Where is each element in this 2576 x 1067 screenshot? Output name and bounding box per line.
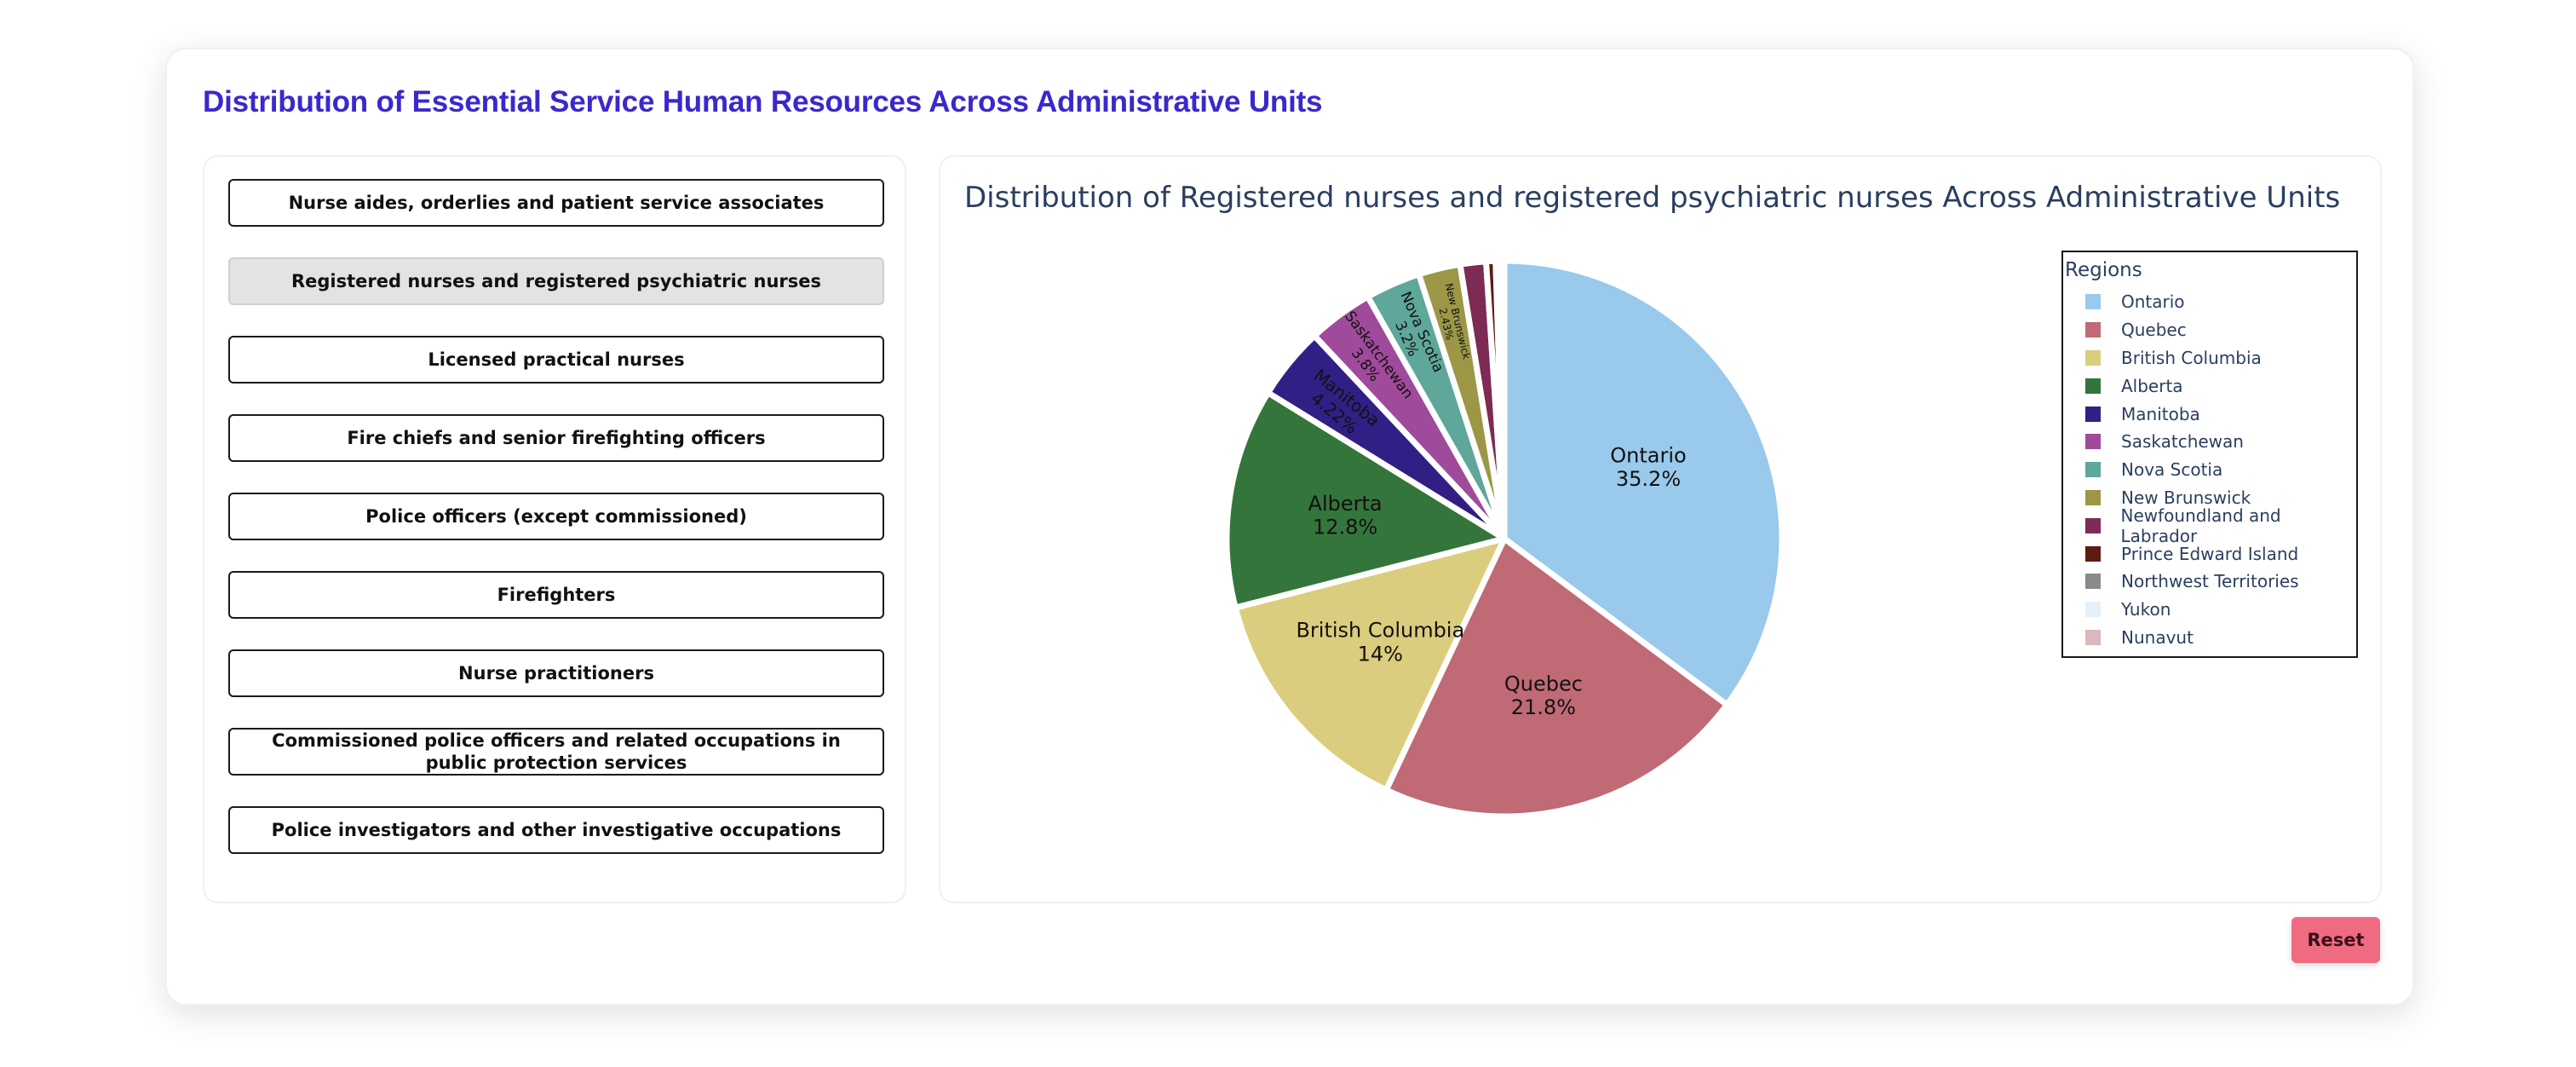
legend-label: Nunavut: [2121, 626, 2194, 648]
pie-slice-nunavut[interactable]: [1499, 257, 1508, 542]
legend-label: Alberta: [2121, 375, 2183, 396]
legend-swatch: [2085, 602, 2101, 618]
occupation-button-registered-nurses[interactable]: Registered nurses and registered psychia…: [228, 257, 884, 305]
legend-swatch: [2085, 378, 2101, 394]
legend-swatch: [2085, 434, 2101, 450]
legend-label: Saskatchewan: [2121, 431, 2244, 453]
slice-name-label: British Columbia: [1296, 619, 1464, 643]
slice-percent-label: 12.8%: [1313, 515, 1377, 539]
legend-label: Newfoundland and Labrador: [2120, 505, 2281, 546]
pie-slice-quebec[interactable]: [1383, 535, 1730, 820]
legend-swatch: [2085, 462, 2101, 478]
legend-label: Quebec: [2121, 320, 2187, 341]
legend-swatch: [2085, 574, 2101, 590]
occupation-selector-panel: Nurse aides, orderlies and patient servi…: [203, 155, 906, 903]
legend-swatch: [2085, 545, 2101, 562]
legend-item-yukon[interactable]: Yukon: [2085, 596, 2356, 624]
slice-percent-label: 14%: [1358, 642, 1403, 666]
legend-title: Regions: [2065, 259, 2142, 281]
legend-swatch: [2085, 406, 2101, 422]
legend-swatch: [2085, 294, 2101, 310]
legend-label: Ontario: [2121, 291, 2185, 313]
legend-swatch: [2085, 629, 2101, 645]
legend-label: Manitoba: [2121, 403, 2200, 424]
legend-item-quebec[interactable]: Quebec: [2085, 316, 2356, 344]
legend-label: Northwest Territories: [2121, 571, 2299, 592]
legend-swatch: [2085, 349, 2101, 366]
slice-name-label: Alberta: [1308, 492, 1383, 516]
slice-percent-label: 21.8%: [1511, 695, 1576, 719]
legend: Regions Ontario Quebec British Columbia Alb…: [2061, 251, 2358, 658]
slice-name-label: Quebec: [1504, 672, 1583, 696]
occupation-button-commissioned-police[interactable]: Commissioned police officers and related…: [228, 728, 884, 776]
legend-item-british-columbia[interactable]: British Columbia: [2085, 344, 2356, 372]
occupation-button-police-investigators[interactable]: Police investigators and other investiga…: [228, 806, 884, 854]
legend-label: Yukon: [2121, 599, 2171, 620]
occupation-button-fire-chiefs[interactable]: Fire chiefs and senior firefighting offi…: [228, 414, 884, 462]
reset-button[interactable]: Reset: [2291, 917, 2380, 963]
pie-slice-british-columbia[interactable]: [1232, 535, 1508, 793]
pie-slice-ontario[interactable]: [1501, 257, 1785, 708]
legend-label: British Columbia: [2121, 347, 2262, 368]
legend-item-saskatchewan[interactable]: Saskatchewan: [2085, 428, 2356, 456]
chart-title: Distribution of Registered nurses and re…: [964, 181, 2341, 215]
slice-name-label: Ontario: [1610, 443, 1686, 467]
legend-label: Prince Edward Island: [2121, 543, 2299, 564]
legend-item-manitoba[interactable]: Manitoba: [2085, 400, 2356, 428]
legend-list: Ontario Quebec British Columbia Alberta Mani…: [2085, 288, 2356, 651]
chart-panel: Ontario 35.2% Quebec 21.8% British Columbia 1…: [939, 155, 2382, 903]
legend-label: New Brunswick: [2121, 487, 2251, 508]
legend-item-new-brunswick[interactable]: New Brunswick: [2085, 484, 2356, 512]
legend-item-alberta[interactable]: Alberta: [2085, 372, 2356, 400]
legend-item-newfoundland-and-labrador[interactable]: Newfoundland and Labrador: [2085, 505, 2356, 546]
legend-item-nova-scotia[interactable]: Nova Scotia: [2085, 456, 2356, 484]
legend-item-prince-edward-island[interactable]: Prince Edward Island: [2085, 539, 2356, 568]
occupation-button-firefighters[interactable]: Firefighters: [228, 571, 884, 619]
legend-swatch: [2085, 322, 2101, 338]
occupation-button-nurse-aides[interactable]: Nurse aides, orderlies and patient servi…: [228, 179, 884, 227]
slice-percent-label: 35.2%: [1616, 467, 1681, 491]
legend-label: Nova Scotia: [2121, 459, 2223, 481]
legend-item-northwest-territories[interactable]: Northwest Territories: [2085, 568, 2356, 596]
legend-swatch: [2085, 517, 2101, 534]
occupation-button-police-officers[interactable]: Police officers (except commissioned): [228, 493, 884, 540]
legend-item-ontario[interactable]: Ontario: [2085, 288, 2356, 316]
legend-swatch: [2085, 489, 2101, 505]
main-card: Distribution of Essential Service Human …: [165, 48, 2414, 1006]
pie-slice-alberta[interactable]: [1223, 389, 1508, 611]
occupation-button-licensed-practical-nurses[interactable]: Licensed practical nurses: [228, 336, 884, 384]
occupation-button-nurse-practitioners[interactable]: Nurse practitioners: [228, 649, 884, 697]
page-title: Distribution of Essential Service Human …: [203, 85, 1323, 118]
legend-item-nunavut[interactable]: Nunavut: [2085, 624, 2356, 652]
